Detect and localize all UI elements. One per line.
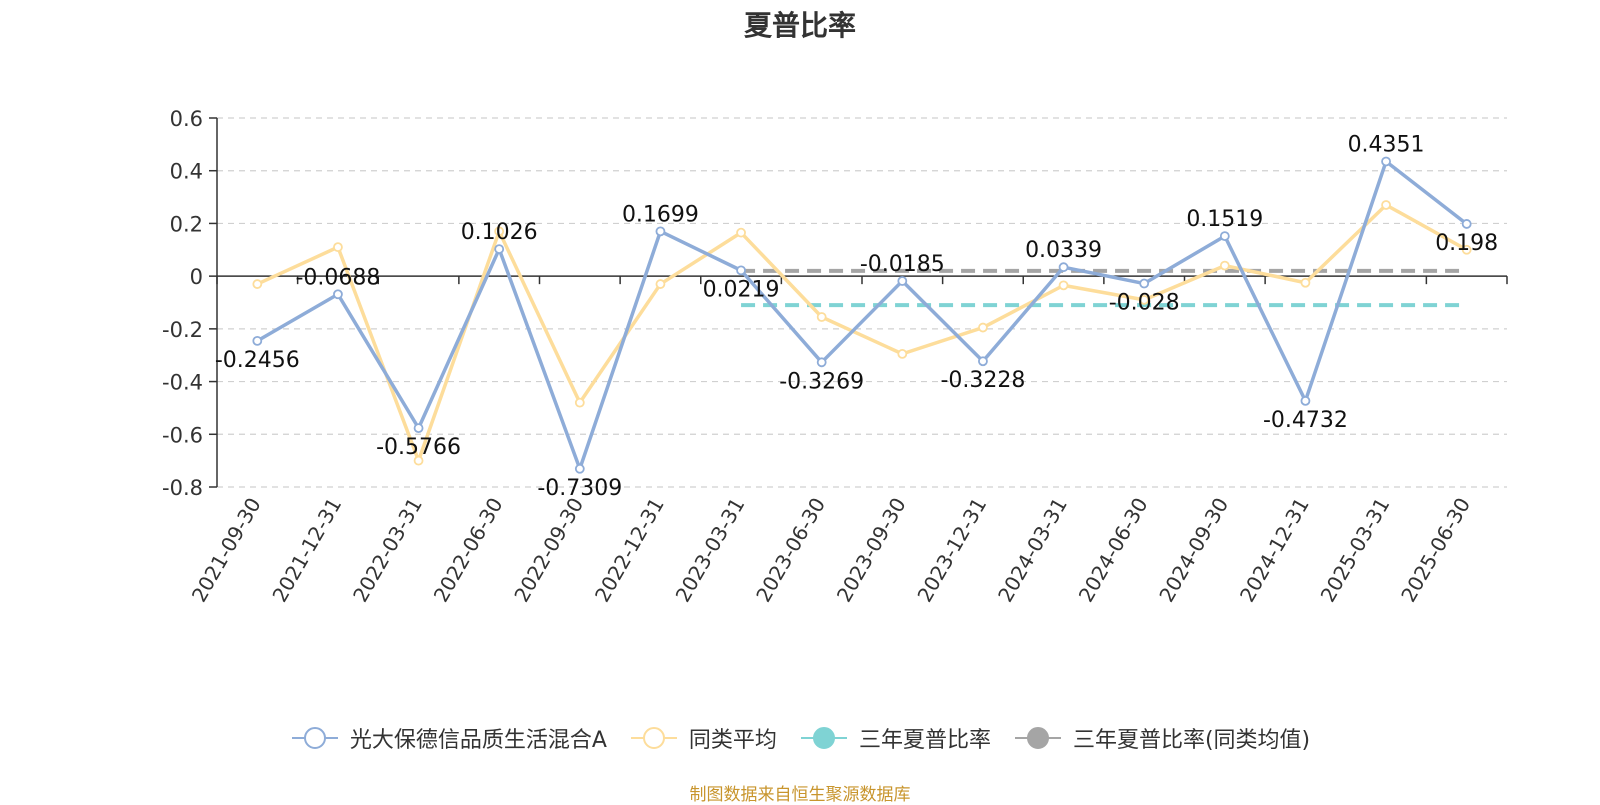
source-note: 制图数据来自恒生聚源数据库 [689,785,911,805]
data-point [1058,262,1069,273]
x-tick-label: 2025-03-31 [1315,494,1394,607]
data-point [1461,219,1472,229]
data-label: -0.0688 [295,265,380,290]
x-tick-label: 2023-09-30 [832,494,911,607]
data-point [333,242,343,253]
data-label: 0.4351 [1348,132,1425,157]
legend-swatch-marker [1026,727,1049,749]
data-label: -0.5766 [376,435,461,460]
legend-fund-icon [291,727,338,749]
data-point [655,226,666,237]
data-point [816,357,827,368]
y-tick-label: -0.8 [162,476,203,500]
x-tick-label: 2022-09-30 [509,494,588,607]
data-point [1219,231,1230,242]
y-tick-label: -0.6 [162,423,203,447]
legend-item-peer-average[interactable]: 同类平均 [629,722,777,754]
data-point [413,423,424,434]
data-point [1058,280,1069,291]
chart-title: 夏普比率 [743,9,856,42]
data-point [494,244,505,255]
legend-swatch-marker [303,727,326,749]
data-label: -0.0185 [860,252,945,277]
y-tick-label: 0 [190,265,203,289]
data-point [1381,156,1391,167]
data-label: -0.4732 [1263,408,1348,433]
legend-item-fund[interactable]: 光大保德信品质生活混合A [290,722,607,754]
x-tick-label: 2023-03-31 [670,494,749,607]
legend-fund-label: 光大保德信品质生活混合A [349,728,607,753]
data-label: -0.7309 [537,476,622,501]
x-tick-label: 2023-06-30 [751,494,830,607]
legend-three-year-sharpe-icon [800,727,847,749]
data-point [252,279,263,289]
legend-three-year-sharpe-peer-icon [1014,727,1061,749]
data-point [413,455,424,466]
data-point [1381,200,1391,210]
legend-peer-average-icon [630,727,677,749]
x-tick-label: 2024-03-31 [993,494,1072,607]
data-point [1139,294,1150,305]
y-tick-label: 0.6 [170,107,203,131]
data-point [978,356,988,367]
y-tick-label: -0.4 [162,371,203,395]
data-point [736,265,746,276]
data-label: 0.0339 [1025,238,1102,263]
legend-peer-average-label: 同类平均 [688,728,777,753]
data-point [736,227,746,238]
x-tick-label: 2021-12-31 [267,494,346,607]
legend-item-three-year-sharpe-peer[interactable]: 三年夏普比率(同类均值) [1013,722,1310,754]
legend-swatch-marker [812,727,835,749]
data-point [1300,395,1311,406]
data-label: -0.3269 [779,369,864,394]
y-tick-label: -0.2 [162,318,203,342]
x-tick-label: 2025-06-30 [1396,494,1475,607]
data-point [978,322,988,333]
data-label: 0.1519 [1186,207,1263,232]
legend: 光大保德信品质生活混合A 同类平均 三年夏普比率 三年夏普比率(同类均值) [0,722,1600,754]
legend-item-three-year-sharpe[interactable]: 三年夏普比率 [799,722,991,754]
data-point [897,276,908,286]
legend-three-year-sharpe-peer-label: 三年夏普比率(同类均值) [1072,728,1311,753]
data-label: -0.028 [1109,291,1180,316]
data-label: 0.1026 [461,220,538,245]
data-point [574,463,585,474]
x-tick-label: 2022-06-30 [429,494,508,607]
x-tick-label: 2024-09-30 [1154,494,1233,607]
legend-swatch-marker [642,727,665,749]
x-tick-label: 2022-03-31 [348,494,427,607]
data-point [1139,278,1150,289]
data-point [252,335,263,346]
data-label: 0.198 [1435,231,1498,256]
y-tick-label: 0.4 [170,160,203,184]
data-point [655,279,666,289]
x-tick-label: 2023-12-31 [912,494,991,607]
data-point [333,289,343,300]
data-point [1461,244,1472,255]
data-label: 0.0219 [703,277,780,302]
data-point [574,397,585,408]
series-line [256,203,1468,463]
data-point [1219,260,1230,271]
x-tick-label: 2021-09-30 [187,494,266,607]
data-point [1300,277,1311,288]
data-point [816,312,827,322]
data-point [897,348,908,359]
data-label: -0.2456 [215,348,300,373]
data-label: -0.3228 [940,368,1025,393]
legend-three-year-sharpe-label: 三年夏普比率 [858,728,991,753]
data-point [494,226,505,237]
series-line [256,159,1468,471]
x-tick-label: 2024-12-31 [1235,494,1314,607]
x-tick-label: 2024-06-30 [1074,494,1153,607]
data-label: 0.1699 [622,202,699,227]
y-tick-label: 0.2 [170,212,203,236]
x-tick-label: 2022-12-31 [590,494,669,607]
